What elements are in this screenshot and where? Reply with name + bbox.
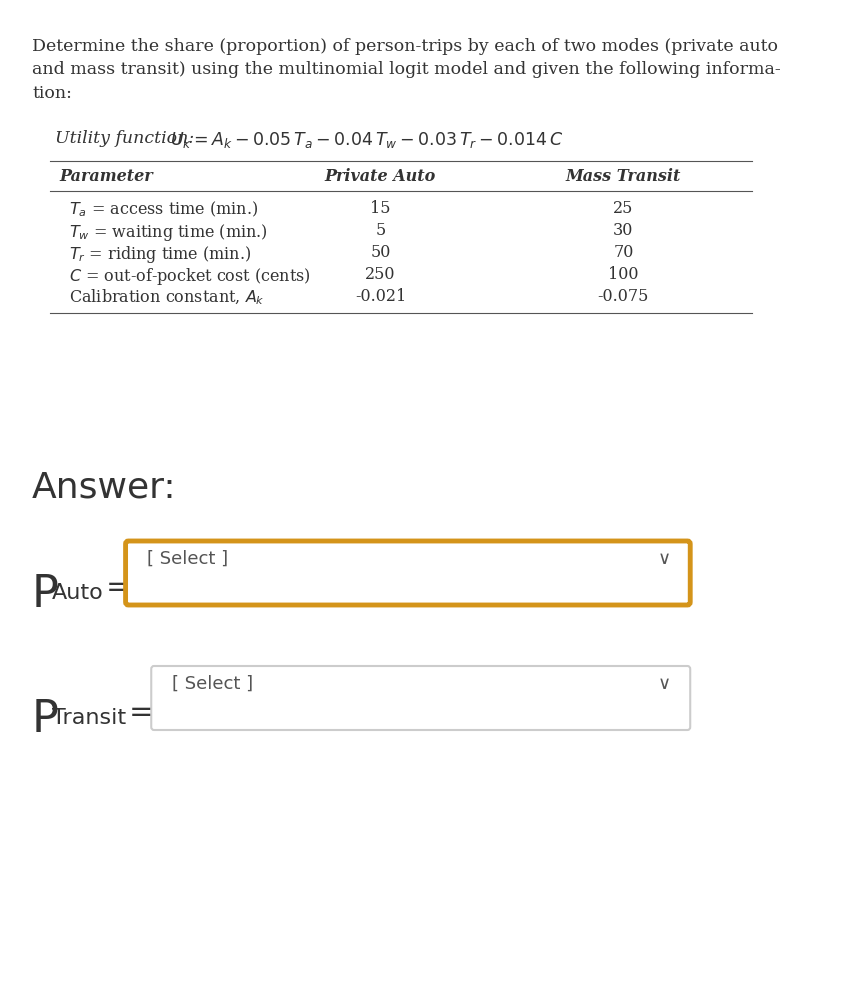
Text: $T_a$ = access time (min.): $T_a$ = access time (min.) [69, 200, 258, 220]
Text: Parameter: Parameter [59, 168, 153, 185]
Text: 15: 15 [370, 200, 391, 217]
Text: Answer:: Answer: [32, 469, 177, 504]
Text: P: P [32, 697, 59, 740]
Text: =: = [105, 573, 131, 602]
Text: 100: 100 [608, 266, 638, 283]
Text: 50: 50 [370, 244, 391, 261]
Text: Auto: Auto [53, 583, 104, 603]
Text: ∨: ∨ [658, 550, 671, 568]
Text: -0.021: -0.021 [355, 288, 406, 305]
FancyBboxPatch shape [126, 542, 690, 606]
Text: P: P [32, 573, 59, 616]
Text: -0.075: -0.075 [598, 288, 649, 305]
Text: 30: 30 [613, 222, 633, 239]
Text: $C$ = out-of-pocket cost (cents): $C$ = out-of-pocket cost (cents) [69, 266, 311, 287]
Text: $U_k = A_k - 0.05\,T_a - 0.04\,T_w - 0.03\,T_r - 0.014\,C$: $U_k = A_k - 0.05\,T_a - 0.04\,T_w - 0.0… [170, 129, 563, 149]
Text: =: = [128, 697, 154, 726]
Text: Mass Transit: Mass Transit [565, 168, 681, 185]
Text: 250: 250 [365, 266, 396, 283]
Text: 70: 70 [613, 244, 633, 261]
Text: $T_r$ = riding time (min.): $T_r$ = riding time (min.) [69, 244, 251, 265]
Text: Transit: Transit [53, 707, 127, 727]
Text: $T_w$ = waiting time (min.): $T_w$ = waiting time (min.) [69, 222, 267, 243]
Text: Calibration constant, $A_k$: Calibration constant, $A_k$ [69, 288, 265, 307]
Text: Determine the share (proportion) of person-trips by each of two modes (private a: Determine the share (proportion) of pers… [32, 38, 781, 102]
Text: 25: 25 [613, 200, 633, 217]
FancyBboxPatch shape [151, 666, 690, 730]
Text: Private Auto: Private Auto [325, 168, 436, 185]
Text: Utility function:: Utility function: [55, 129, 194, 146]
Text: [ Select ]: [ Select ] [172, 674, 254, 692]
Text: 5: 5 [375, 222, 385, 239]
Text: [ Select ]: [ Select ] [147, 550, 228, 568]
Text: ∨: ∨ [658, 674, 671, 692]
